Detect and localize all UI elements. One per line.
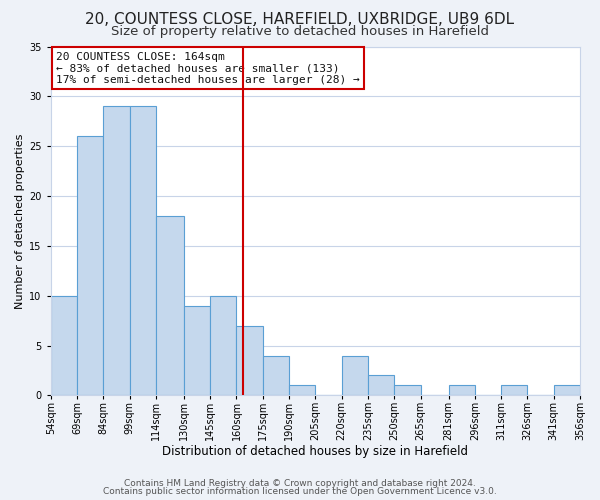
X-axis label: Distribution of detached houses by size in Harefield: Distribution of detached houses by size … (163, 444, 469, 458)
Bar (368, 376, 394, 396)
Bar (236, 326, 263, 396)
Text: 20, COUNTESS CLOSE, HAREFIELD, UXBRIDGE, UB9 6DL: 20, COUNTESS CLOSE, HAREFIELD, UXBRIDGE,… (85, 12, 515, 28)
Bar (394, 386, 421, 396)
Text: Size of property relative to detached houses in Harefield: Size of property relative to detached ho… (111, 25, 489, 38)
Text: Contains public sector information licensed under the Open Government Licence v3: Contains public sector information licen… (103, 487, 497, 496)
Text: Contains HM Land Registry data © Crown copyright and database right 2024.: Contains HM Land Registry data © Crown c… (124, 478, 476, 488)
Bar (501, 386, 527, 396)
Bar (50, 296, 77, 396)
Y-axis label: Number of detached properties: Number of detached properties (15, 134, 25, 308)
Bar (184, 306, 210, 396)
Bar (289, 386, 316, 396)
Bar (103, 106, 130, 396)
Bar (341, 356, 368, 396)
Bar (263, 356, 289, 396)
Bar (156, 216, 184, 396)
Text: 20 COUNTESS CLOSE: 164sqm
← 83% of detached houses are smaller (133)
17% of semi: 20 COUNTESS CLOSE: 164sqm ← 83% of detac… (56, 52, 360, 85)
Bar (449, 386, 475, 396)
Bar (130, 106, 156, 396)
Bar (554, 386, 580, 396)
Bar (210, 296, 236, 396)
Bar (77, 136, 103, 396)
